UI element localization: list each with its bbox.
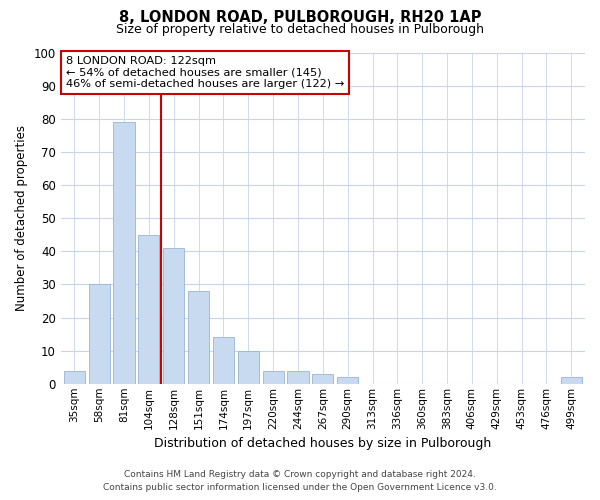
Bar (163, 248, 184, 384)
Text: Contains HM Land Registry data © Crown copyright and database right 2024.
Contai: Contains HM Land Registry data © Crown c… (103, 470, 497, 492)
Bar (89, 284, 110, 384)
Bar (287, 370, 308, 384)
Bar (188, 291, 209, 384)
Bar (113, 122, 134, 384)
Text: Size of property relative to detached houses in Pulborough: Size of property relative to detached ho… (116, 22, 484, 36)
Bar (213, 338, 234, 384)
Bar (139, 234, 160, 384)
Text: 8, LONDON ROAD, PULBOROUGH, RH20 1AP: 8, LONDON ROAD, PULBOROUGH, RH20 1AP (119, 10, 481, 25)
Bar (337, 377, 358, 384)
Bar (238, 350, 259, 384)
X-axis label: Distribution of detached houses by size in Pulborough: Distribution of detached houses by size … (154, 437, 491, 450)
Bar (561, 377, 582, 384)
Bar (64, 370, 85, 384)
Y-axis label: Number of detached properties: Number of detached properties (15, 125, 28, 311)
Bar (312, 374, 334, 384)
Bar (263, 370, 284, 384)
Text: 8 LONDON ROAD: 122sqm
← 54% of detached houses are smaller (145)
46% of semi-det: 8 LONDON ROAD: 122sqm ← 54% of detached … (66, 56, 344, 89)
